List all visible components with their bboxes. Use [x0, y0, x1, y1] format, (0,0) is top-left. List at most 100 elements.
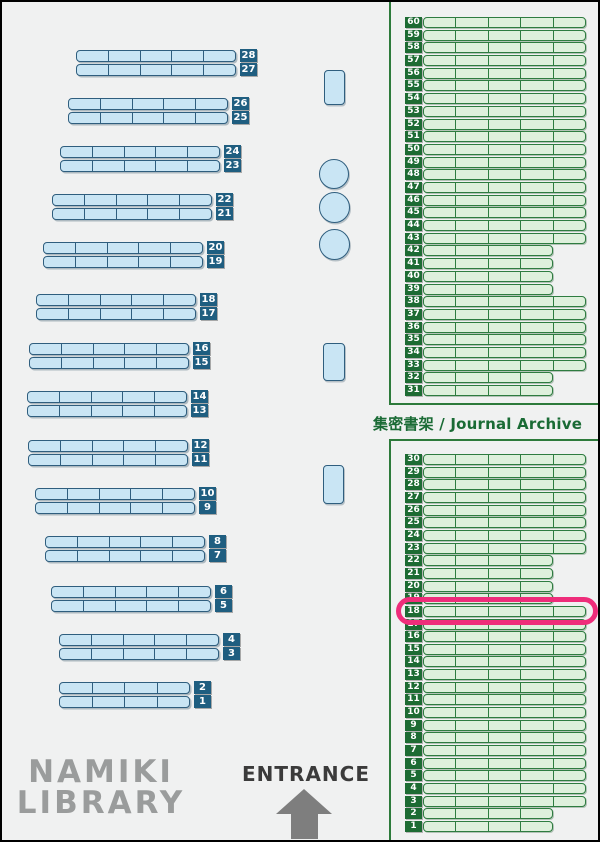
shelf-segment	[489, 530, 522, 540]
shelf-segment	[489, 644, 522, 654]
archive-shelf-38	[423, 296, 586, 308]
shelf-segment	[133, 99, 165, 109]
shelf-segment	[521, 183, 554, 192]
shelf-segment	[554, 759, 585, 768]
shelf-segment	[456, 119, 489, 129]
shelf-segment	[36, 489, 68, 499]
left-shelf-16	[29, 343, 189, 355]
shelf-segment	[124, 455, 157, 465]
archive-shelf-55	[423, 80, 586, 92]
shelf-number-label-15: 15	[193, 356, 210, 369]
shelf-segment	[424, 360, 457, 370]
left-shelf-9	[35, 502, 195, 514]
archive-number-label-20: 20	[405, 580, 422, 592]
shelf-segment	[554, 721, 585, 730]
archive-number-label-40: 40	[405, 270, 422, 282]
shelf-segment	[456, 518, 489, 528]
archive-shelf-14	[423, 656, 586, 668]
archive-number-label-58: 58	[405, 42, 422, 54]
archive-shelf-33	[423, 359, 586, 371]
left-shelf-22	[52, 194, 212, 206]
study-table-rect-2	[323, 343, 345, 381]
archive-number-label-10: 10	[405, 707, 422, 718]
archive-number-label-55: 55	[405, 80, 422, 92]
left-shelf-25	[68, 112, 228, 124]
archive-number-label-26: 26	[405, 504, 422, 516]
shelf-segment	[155, 635, 188, 645]
shelf-segment	[521, 322, 554, 332]
archive-shelf-56	[423, 67, 586, 79]
left-shelf-17	[36, 308, 196, 320]
shelf-segment	[521, 208, 554, 218]
shelf-segment	[172, 65, 205, 75]
shelf-segment	[521, 822, 552, 831]
archive-shelf-31	[423, 385, 553, 396]
shelf-segment	[172, 51, 205, 61]
shelf-segment	[456, 771, 489, 781]
shelf-segment	[424, 170, 457, 180]
shelf-segment	[44, 257, 76, 267]
shelf-segment	[101, 309, 133, 319]
archive-number-label-51: 51	[405, 131, 422, 143]
shelf-segment	[554, 56, 585, 65]
shelf-segment	[489, 467, 522, 477]
shelf-segment	[456, 43, 489, 53]
archive-number-label-8: 8	[405, 732, 422, 744]
shelf-segment	[164, 99, 197, 109]
shelf-segment	[521, 221, 554, 230]
shelf-segment	[554, 657, 585, 666]
shelf-segment	[554, 297, 585, 306]
shelf-segment	[489, 157, 522, 167]
shelf-segment	[554, 670, 585, 679]
archive-shelf-27	[423, 492, 586, 503]
shelf-segment	[489, 322, 522, 332]
shelf-segment	[424, 480, 457, 490]
library-name: NAMIKI LIBRARY	[16, 757, 186, 819]
shelf-segment	[521, 386, 552, 395]
shelf-segment	[456, 233, 489, 243]
archive-number-label-3: 3	[405, 795, 422, 807]
archive-number-label-24: 24	[405, 529, 422, 541]
shelf-segment	[60, 697, 93, 707]
shelf-segment	[489, 106, 522, 116]
shelf-segment	[456, 81, 489, 91]
shelf-segment	[60, 406, 92, 416]
left-shelf-23	[60, 160, 220, 172]
shelf-segment	[489, 733, 522, 743]
shelf-segment	[124, 441, 157, 451]
shelf-segment	[554, 43, 585, 52]
left-shelf-1	[59, 696, 190, 708]
shelf-segment	[60, 392, 92, 402]
shelf-segment	[93, 161, 125, 171]
shelf-segment	[489, 670, 522, 680]
archive-shelf-49	[423, 156, 586, 168]
shelf-segment	[521, 309, 554, 319]
shelf-segment	[424, 68, 457, 78]
shelf-segment	[424, 208, 457, 218]
archive-number-label-49: 49	[405, 156, 422, 168]
shelf-segment	[163, 489, 194, 499]
shelf-segment	[424, 720, 457, 730]
shelf-segment	[424, 30, 457, 40]
shelf-segment	[424, 271, 457, 281]
archive-number-label-60: 60	[405, 17, 422, 28]
shelf-segment	[424, 758, 457, 768]
archive-shelf-9	[423, 719, 586, 731]
archive-shelf-54	[423, 93, 586, 105]
shelf-segment	[554, 361, 585, 370]
shelf-segment	[156, 147, 189, 157]
shelf-segment	[28, 406, 60, 416]
shelf-segment	[521, 43, 554, 53]
shelf-segment	[456, 170, 489, 180]
shelf-segment	[521, 771, 554, 781]
shelf-segment	[188, 147, 219, 157]
shelf-segment	[424, 335, 457, 345]
shelf-segment	[77, 65, 109, 75]
shelf-segment	[29, 441, 61, 451]
archive-number-label-6: 6	[405, 757, 422, 769]
shelf-segment	[489, 480, 522, 490]
study-table-rect-1	[324, 70, 345, 105]
journal-archive-title: 集密書架 / Journal Archive	[373, 415, 583, 433]
shelf-number-label-23: 23	[224, 159, 241, 172]
shelf-segment	[456, 195, 489, 205]
